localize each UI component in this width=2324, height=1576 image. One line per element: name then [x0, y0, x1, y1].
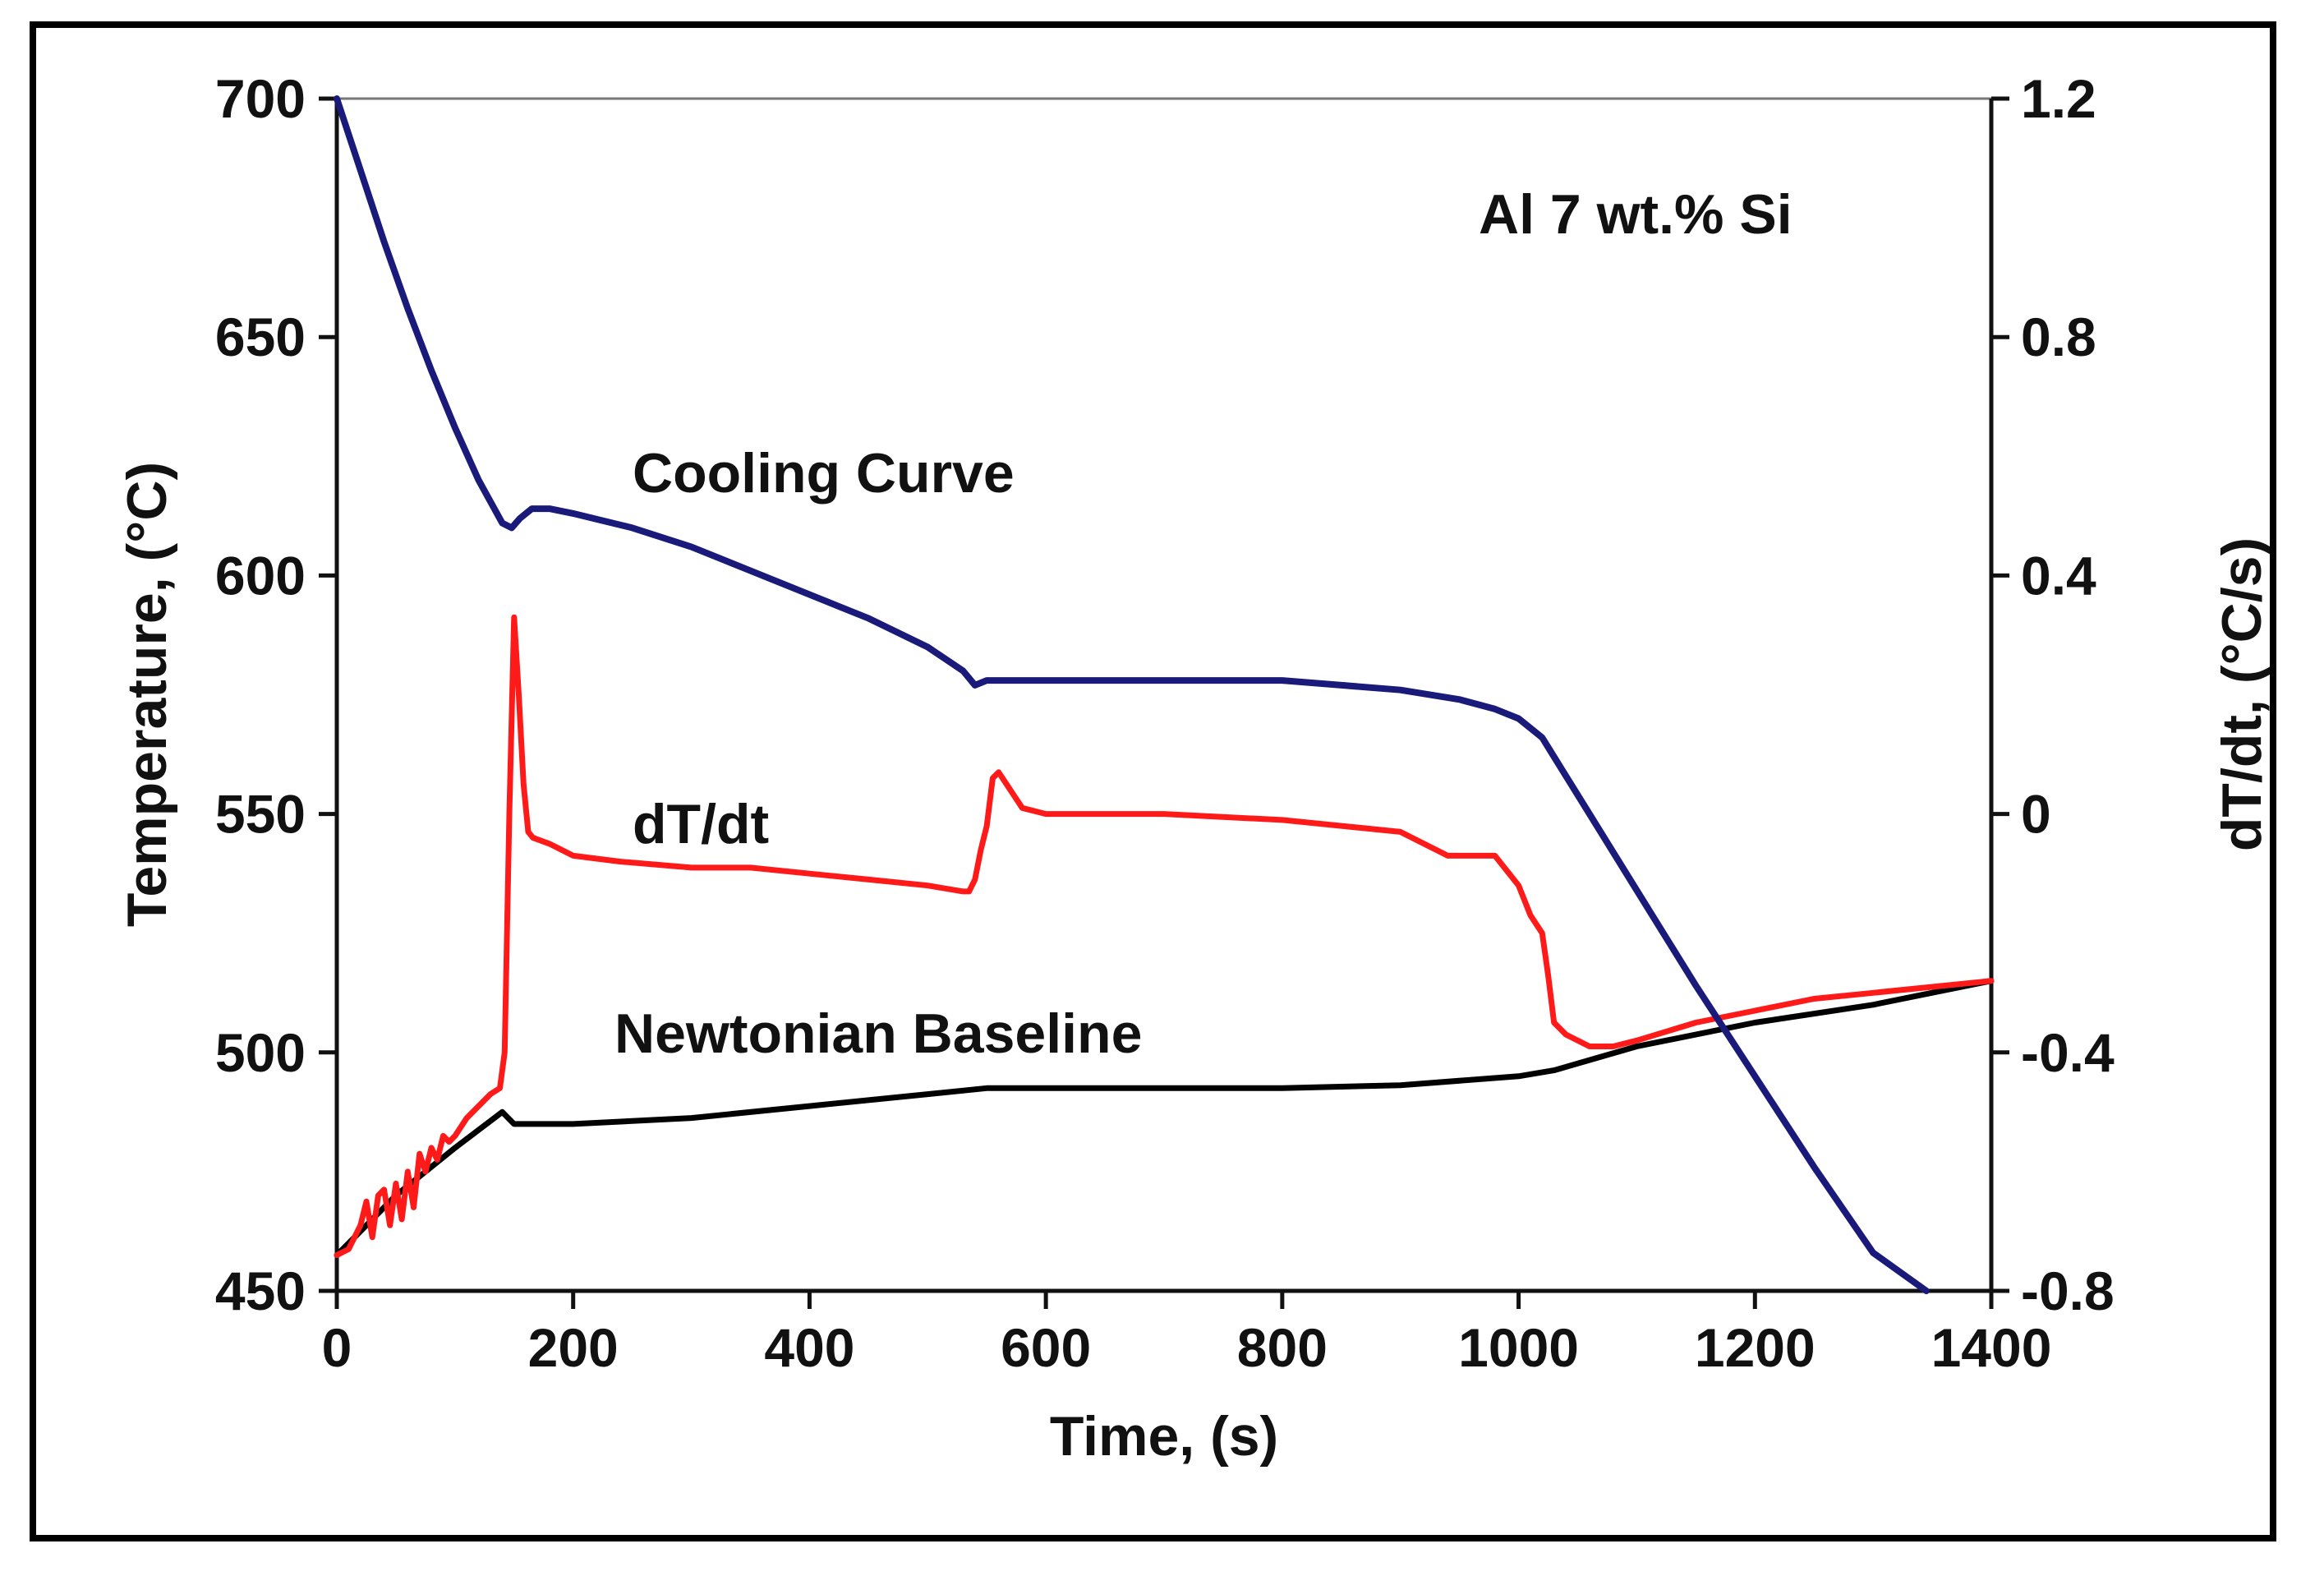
series-layer: [334, 95, 1995, 1294]
y-tick-label: 500: [215, 1022, 306, 1083]
y2-tick-label: 0.4: [2021, 545, 2096, 606]
x-tick-label: 800: [1237, 1317, 1328, 1378]
x-tick-label: 600: [1001, 1317, 1091, 1378]
y-tick-label: 600: [215, 545, 306, 606]
x-tick-label: 1200: [1695, 1317, 1815, 1378]
x-tick-label: 200: [528, 1317, 619, 1378]
y-tick-label: 550: [215, 784, 306, 845]
series-line-newtonian-baseline: [334, 978, 1995, 1258]
y2-tick-label: 0: [2021, 784, 2051, 845]
annotation-newtonian-baseline: Newtonian Baseline: [614, 1002, 1142, 1065]
annotation-dtdt: dT/dt: [633, 793, 769, 855]
series-line-cooling-curve: [334, 95, 1930, 1294]
chart-svg: 0 200 400 600 800 1000 1200 1400 450 500 550 600 650…: [116, 68, 2270, 1468]
x-tick-label: 1000: [1458, 1317, 1579, 1378]
x-tick-label: 1400: [1931, 1317, 2052, 1378]
y-axis-title: Temperature, (°C): [116, 462, 178, 927]
y-tick-label: 450: [215, 1260, 306, 1321]
annotation-cooling-curve: Cooling Curve: [633, 442, 1015, 505]
plot-border: [335, 97, 1993, 1293]
plot-area: [334, 97, 1994, 1293]
annotation-alloy: Al 7 wt.% Si: [1479, 183, 1792, 246]
series-line-dt-dt: [334, 614, 1995, 1258]
y2-tick-label: -0.8: [2021, 1260, 2115, 1321]
x-axis-title: Time, (s): [1050, 1405, 1278, 1468]
labels-layer: Time, (s) Temperature, (°C) dT/dt, (°C/s…: [116, 183, 2270, 1468]
y2-axis-title: dT/dt, (°C/s): [2211, 537, 2270, 851]
y2-tick-label: 0.8: [2021, 306, 2096, 367]
chart-frame: 0 200 400 600 800 1000 1200 1400 450 500 550 600 650…: [30, 21, 2276, 1541]
y-tick-label: 700: [215, 68, 306, 129]
ticks-layer: 0 200 400 600 800 1000 1200 1400 450 500 550 600 650…: [215, 68, 2115, 1378]
y-tick-label: 650: [215, 306, 306, 367]
x-tick-label: 400: [764, 1317, 854, 1378]
y2-tick-label: 1.2: [2021, 68, 2096, 129]
y2-tick-label: -0.4: [2021, 1022, 2115, 1083]
x-tick-label: 0: [322, 1317, 352, 1378]
